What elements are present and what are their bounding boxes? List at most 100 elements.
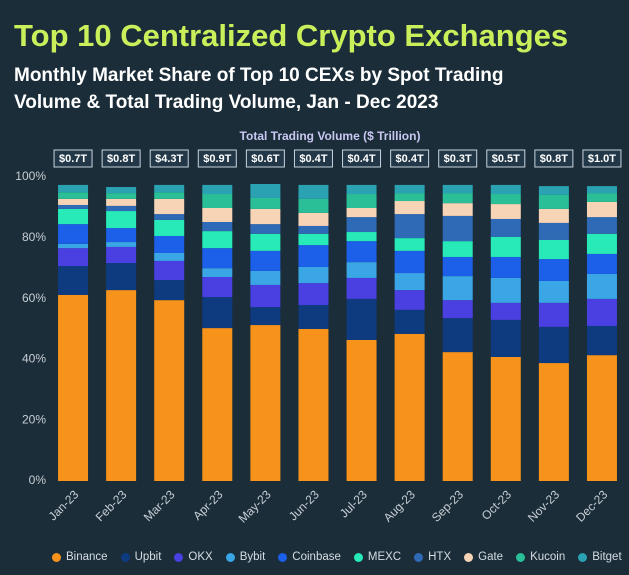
chart-subtitle: Monthly Market Share of Top 10 CEXs by S… (14, 65, 504, 113)
bar-segment (394, 309, 425, 334)
legend-marker (120, 552, 130, 562)
volume-box (390, 149, 430, 168)
bar-segment (538, 222, 569, 240)
x-tick-label: May-23 (236, 487, 274, 525)
volume-label: $0.3T (444, 153, 472, 165)
legend-marker (353, 552, 363, 562)
y-tick-label: 0% (29, 473, 47, 487)
bar-segment (442, 203, 473, 216)
legend-item: Kucoin (516, 551, 565, 563)
bar-segment (298, 266, 329, 284)
legend-marker (52, 552, 61, 562)
bar-segment (154, 235, 185, 253)
bar-segment (250, 197, 281, 209)
bar-segment (58, 266, 89, 295)
volume-box (197, 149, 237, 168)
bar-segment (154, 184, 185, 193)
bar-segment (394, 214, 425, 239)
volume-label: $0.4T (299, 153, 327, 165)
legend-item: Gate (464, 551, 503, 563)
bar-segment (154, 260, 185, 281)
bar-segment (394, 184, 425, 194)
x-tick-label: Apr-23 (190, 487, 226, 523)
bar-segment (442, 215, 473, 242)
volume-label: $4.3T (155, 153, 183, 165)
bar-segment (202, 184, 233, 195)
bar-segment (346, 241, 377, 263)
legend-marker (516, 552, 526, 562)
bar-segment (202, 268, 233, 278)
bar-segment (346, 194, 377, 209)
bar-segment (538, 186, 569, 195)
bar-segment (202, 194, 233, 209)
volume-label: $0.8T (540, 153, 568, 165)
bar-segment (538, 326, 569, 364)
bar-segment (58, 192, 89, 199)
legend-label: OKX (188, 551, 213, 563)
bar-segment (106, 198, 137, 206)
bar-segment (298, 329, 329, 481)
legend-label: Kucoin (530, 551, 566, 563)
bar-segment (250, 208, 281, 225)
volume-label: $1.0T (588, 153, 616, 165)
bar-segment (586, 253, 617, 274)
bar-segment (298, 233, 329, 246)
bar-segment (106, 211, 137, 229)
legend-item: HTX (414, 551, 451, 563)
volume-title: Total Trading Volume ($ Trillion) (240, 129, 421, 143)
x-tick-label: Dec-23 (573, 487, 610, 524)
bar-segment (106, 193, 137, 199)
volume-label: $0.4T (396, 153, 424, 165)
bar-segment (298, 198, 329, 213)
bar-segment (394, 193, 425, 202)
bar-segment (250, 284, 281, 308)
legend-item: OKX (174, 551, 213, 563)
legend-marker (578, 552, 588, 562)
bar-segment (250, 325, 281, 481)
bar-segment (586, 201, 617, 218)
bar-segment (490, 302, 521, 320)
bar-segment (538, 208, 569, 223)
x-tick-label: Jul-23 (337, 487, 370, 520)
volume-box (582, 149, 622, 168)
bar-segment (490, 184, 521, 195)
x-tick-label: Nov-23 (525, 487, 562, 524)
bar-segment (154, 253, 185, 261)
bar-segment (586, 186, 617, 194)
volume-box (342, 149, 382, 168)
legend-label: Coinbase (292, 551, 341, 563)
legend-label: Binance (66, 551, 108, 563)
legend-label: Bybit (239, 551, 266, 563)
volume-box (486, 149, 526, 168)
chart-title: Top 10 Centralized Crypto Exchanges (14, 18, 569, 53)
volume-label: $0.7T (59, 153, 87, 165)
bar-segment (442, 300, 473, 319)
bar-segment (586, 217, 617, 234)
bar-segment (298, 212, 329, 226)
bar-segment (58, 248, 89, 267)
volume-label: $0.6T (251, 153, 279, 165)
x-tick-label: Oct-23 (479, 487, 515, 523)
bar-segment (586, 298, 617, 326)
volume-box (101, 149, 141, 168)
legend-item: Bybit (225, 551, 266, 563)
x-tick-label: Jan-23 (46, 487, 82, 523)
bar-segment (394, 238, 425, 251)
volume-box (149, 149, 189, 168)
bar-segment (490, 236, 521, 257)
x-tick-label: Aug-23 (381, 487, 418, 524)
bar-segment (586, 193, 617, 202)
bar-segment (202, 328, 233, 481)
bar-segment (346, 184, 377, 195)
legend: Binance Upbit OKX Bybit Coinbase MEXC HTX Gate K… (52, 551, 622, 563)
bar-segment (58, 243, 89, 249)
bar-segment (298, 245, 329, 267)
bar-segment (442, 241, 473, 257)
bar-segment (346, 298, 377, 340)
bar-segment (346, 339, 377, 481)
bar-segment (298, 184, 329, 199)
bar-segment (202, 231, 233, 249)
legend-label: Gate (478, 551, 504, 563)
